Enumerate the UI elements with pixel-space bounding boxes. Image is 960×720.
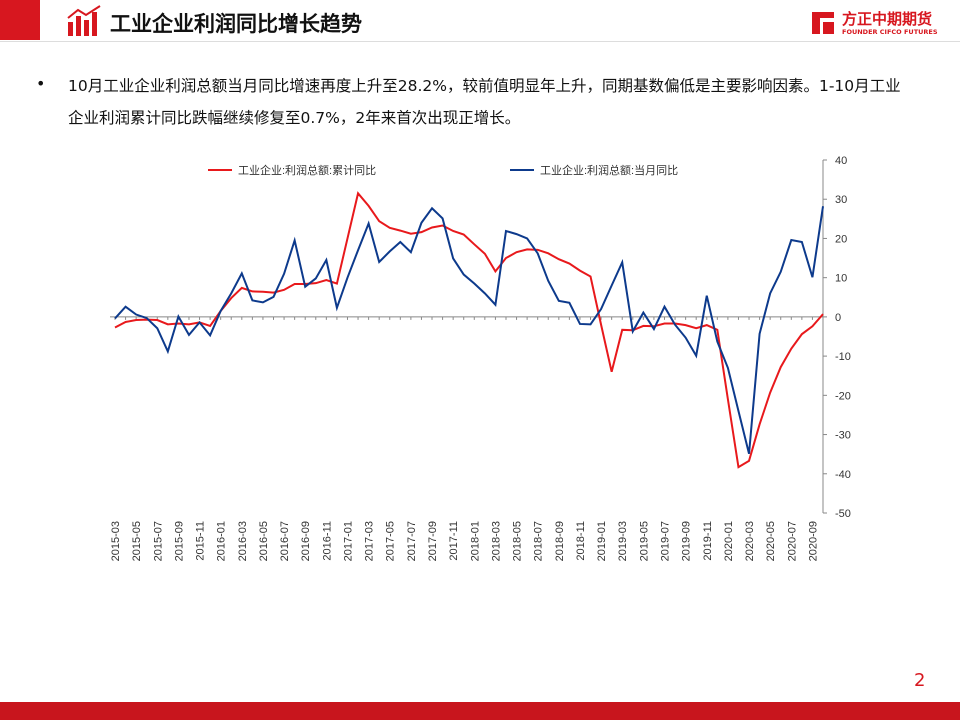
- x-tick-label: 2016-09: [300, 521, 312, 561]
- x-tick-label: 2015-09: [173, 521, 185, 561]
- y-tick-label: -50: [835, 508, 851, 520]
- header-rule: [0, 41, 960, 42]
- x-tick-label: 2019-01: [596, 521, 608, 561]
- series-line: [114, 191, 824, 469]
- page-number: 2: [914, 670, 926, 691]
- chart: 40 30 20 10 0 -10 -20 -30 -40 -50 2015-03 2015-05 20…: [110, 155, 851, 561]
- y-tick-label: -30: [835, 430, 851, 442]
- y-tick-label: -20: [835, 390, 851, 402]
- x-tick-label: 2017-09: [427, 521, 439, 561]
- x-tick-label: 2017-03: [364, 521, 376, 561]
- x-tick-label: 2018-09: [554, 521, 566, 561]
- x-tick-label: 2015-11: [195, 521, 207, 561]
- x-tick-label: 2020-05: [765, 521, 777, 561]
- x-tick-label: 2020-07: [786, 521, 798, 561]
- series-line: [114, 206, 824, 455]
- x-tick-label: 2015-05: [131, 521, 143, 561]
- x-tick-label: 2020-03: [744, 521, 756, 561]
- bullet-text: 10月工业企业利润总额当月同比增速再度上升至28.2%，较前值明显年上升，同期基…: [68, 77, 901, 127]
- legend-label: 工业企业:利润总额:累计同比: [238, 163, 376, 177]
- x-tick-label: 2016-07: [279, 521, 291, 561]
- x-tick-label: 2016-11: [321, 521, 333, 561]
- x-tick-label: 2020-01: [723, 521, 735, 561]
- x-tick-label: 2015-03: [110, 521, 122, 561]
- y-tick-label: 40: [835, 155, 847, 167]
- logo-name: 方正中期期货: [842, 10, 933, 28]
- x-tick-label: 2018-11: [575, 521, 587, 561]
- header-block: [0, 0, 40, 40]
- x-tick-label: 2019-05: [638, 521, 650, 561]
- footer-bar: [0, 702, 960, 720]
- x-tick-label: 2017-05: [385, 521, 397, 561]
- y-tick-label: 0: [835, 312, 841, 324]
- x-tick-label: 2016-03: [237, 521, 249, 561]
- x-tick-label: 2018-05: [512, 521, 524, 561]
- x-tick-label: 2017-07: [406, 521, 418, 561]
- x-tick-label: 2017-11: [448, 521, 460, 561]
- x-tick-label: 2019-09: [681, 521, 693, 561]
- header-icon: [67, 5, 101, 36]
- x-tick-label: 2017-01: [342, 521, 354, 561]
- x-tick-label: 2016-05: [258, 521, 270, 561]
- x-tick-label: 2019-11: [702, 521, 714, 561]
- x-tick-label: 2018-07: [533, 521, 545, 561]
- x-tick-label: 2019-03: [617, 521, 629, 561]
- y-tick-label: -10: [835, 351, 851, 363]
- y-tick-label: -40: [835, 469, 851, 481]
- x-tick-label: 2016-01: [216, 521, 228, 561]
- y-tick-label: 30: [835, 194, 847, 206]
- legend-label: 工业企业:利润总额:当月同比: [540, 163, 678, 177]
- x-tick-label: 2015-07: [152, 521, 164, 561]
- logo: [808, 8, 848, 48]
- logo-subtitle: FOUNDER CIFCO FUTURES: [842, 28, 938, 36]
- logo-mark: [812, 12, 834, 34]
- x-tick-label: 2019-07: [659, 521, 671, 561]
- bullet-dot: •: [36, 74, 46, 93]
- x-tick-label: 2018-03: [490, 521, 502, 561]
- x-tick-label: 2020-09: [807, 521, 819, 561]
- header-title: 工业企业利润同比增长趋势: [110, 12, 362, 36]
- y-tick-label: 10: [835, 273, 847, 285]
- x-tick-label: 2018-01: [469, 521, 481, 561]
- y-tick-label: 20: [835, 233, 847, 245]
